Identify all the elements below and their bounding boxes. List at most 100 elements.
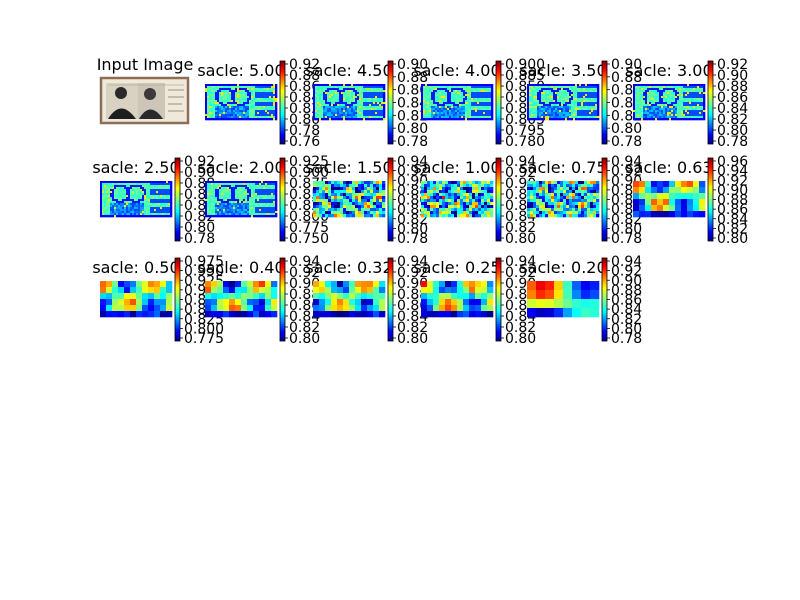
colorbar-tick-label: 0.92 [717, 57, 748, 73]
colorbar-tick-label: 0.80 [717, 123, 748, 139]
panel-title: sacle: 1.00 [413, 158, 500, 177]
heatmap-panel: sacle: 5.00 0.920.880.860.840.820.800.780… [197, 57, 320, 150]
colorbar-tick-label: 0.86 [611, 293, 642, 309]
heatmap-image [205, 84, 278, 121]
colorbar-tick-label: 0.78 [289, 123, 320, 139]
colorbar-tick-label: 0.80 [505, 231, 536, 247]
colorbar-tick-label: 0.84 [611, 302, 642, 318]
panel-title: sacle: 0.20 [519, 258, 606, 277]
colorbar-tick-label: 0.94 [611, 154, 642, 170]
colorbar-tick-label: 0.94 [397, 154, 428, 170]
panel-title: sacle: 0.32 [305, 258, 392, 277]
colorbar-tick-label: 0.92 [611, 264, 642, 280]
colorbar-tick-label: 0.88 [289, 68, 320, 84]
colorbar-tick-label: 0.94 [397, 254, 428, 270]
colorbar-tick-label: 0.86 [397, 83, 428, 99]
panel-title: sacle: 1.50 [305, 158, 392, 177]
colorbar-tick-label: 0.80 [289, 331, 320, 347]
colorbar-tick-label: 0.94 [505, 154, 536, 170]
panel-title: sacle: 3.50 [519, 61, 606, 80]
colorbar-tick-label: 0.900 [505, 57, 545, 73]
heatmap-image [313, 181, 386, 218]
heatmap-image [313, 84, 386, 121]
colorbar-tick-label: 0.82 [611, 312, 642, 328]
colorbar-tick-label: 0.82 [289, 101, 320, 117]
colorbar-tick-label: 0.900 [289, 165, 329, 181]
panel-title: sacle: 0.50 [92, 258, 179, 277]
colorbar-tick-label: 0.80 [397, 331, 428, 347]
colorbar-tick-label: 0.80 [611, 121, 642, 137]
colorbar-tick-label: 0.94 [289, 254, 320, 270]
colorbar-tick-label: 0.80 [397, 221, 428, 237]
panel-title: sacle: 4.00 [413, 61, 500, 80]
colorbar-tick-label: 0.78 [397, 134, 428, 150]
colorbar-tick-label: 0.975 [184, 254, 224, 270]
colorbar-tick-label: 0.795 [505, 123, 545, 139]
colorbar-tick-label: 0.84 [397, 202, 428, 218]
colorbar-tick-label: 0.92 [505, 165, 536, 181]
colorbar-tick-label: 0.92 [505, 265, 536, 281]
colorbar-tick-label: 0.90 [611, 57, 642, 73]
colorbar: 0.940.920.900.880.860.840.820.80 [387, 254, 428, 347]
colorbar: 0.960.940.920.900.880.860.840.820.80 [707, 154, 748, 247]
colorbar-tick-label: 0.80 [289, 112, 320, 128]
heatmap-panel: sacle: 0.25 0.940.920.900.880.860.840.820… [413, 254, 536, 347]
colorbar-tick-label: 0.90 [397, 173, 428, 189]
heatmap-image [633, 84, 706, 121]
colorbar-tick-label: 0.90 [397, 57, 428, 73]
colorbar-tick-label: 0.775 [289, 220, 329, 236]
colorbar-tick-label: 0.88 [717, 193, 748, 209]
heatmap-image [421, 281, 494, 318]
colorbar-tick-label: 0.780 [505, 134, 545, 150]
colorbar-tick-label: 0.90 [184, 165, 215, 181]
input-image [99, 76, 190, 125]
colorbar-tick-label: 0.750 [289, 231, 329, 247]
colorbar-tick-label: 0.92 [611, 164, 642, 180]
colorbar-tick-label: 0.82 [505, 220, 536, 236]
colorbar-tick-label: 0.86 [717, 90, 748, 106]
colorbar-tick-label: 0.88 [397, 70, 428, 86]
colorbar-tick-label: 0.90 [717, 68, 748, 84]
heatmap-image [527, 181, 600, 218]
heatmap-image [205, 281, 278, 318]
colorbar: 0.940.920.900.880.860.840.820.80 [495, 254, 536, 347]
heatmap-image [421, 181, 494, 218]
heatmap-panel: sacle: 2.50 0.920.900.880.860.840.820.800… [92, 154, 215, 247]
heatmap-panel: sacle: 0.32 0.940.920.900.880.860.840.820… [305, 254, 428, 347]
colorbar-tick-label: 0.76 [289, 134, 320, 150]
colorbar-tick-label: 0.950 [184, 264, 224, 280]
heatmap-image [527, 281, 600, 318]
input-image-panel: Input Image [97, 55, 193, 125]
colorbar-tick-label: 0.94 [717, 164, 748, 180]
colorbar-tick-label: 0.800 [184, 321, 224, 337]
heatmap-image [313, 281, 386, 318]
heatmap-image [527, 84, 600, 121]
colorbar-tick-label: 0.84 [289, 309, 320, 325]
heatmap-panel: sacle: 0.63 0.960.940.920.900.880.860.840… [625, 154, 748, 247]
colorbar-tick-label: 0.88 [289, 287, 320, 303]
colorbar: 0.900.880.860.840.820.800.78 [387, 57, 428, 150]
colorbar-tick-label: 0.84 [397, 96, 428, 112]
colorbar-tick-label: 0.84 [717, 212, 748, 228]
colorbar-tick-label: 0.82 [717, 221, 748, 237]
colorbar-tick-label: 0.78 [184, 231, 215, 247]
heatmap-panel: sacle: 0.50 0.9750.9500.9250.9000.8750.85… [92, 254, 224, 347]
colorbar-tick-label: 0.90 [289, 276, 320, 292]
colorbar-tick-label: 0.90 [611, 273, 642, 289]
heatmap-panel: sacle: 3.00 0.920.900.880.860.840.820.800… [625, 57, 748, 150]
heatmap-panel: sacle: 0.40 0.940.920.900.880.860.840.820… [197, 254, 320, 347]
colorbar-tick-label: 0.775 [184, 331, 224, 347]
colorbar: 0.940.920.900.880.860.840.820.80 [279, 254, 320, 347]
colorbar-tick-label: 0.82 [505, 320, 536, 336]
panel-title: sacle: 2.50 [92, 158, 179, 177]
colorbar-tick-label: 0.88 [397, 287, 428, 303]
colorbar-tick-label: 0.80 [611, 321, 642, 337]
heatmap-image [100, 181, 173, 218]
panel-title: sacle: 0.63 [625, 158, 712, 177]
colorbar-tick-label: 0.88 [717, 79, 748, 95]
colorbar: 0.920.880.860.840.820.800.780.76 [279, 57, 320, 150]
colorbar-tick-label: 0.80 [505, 331, 536, 347]
colorbar-tick-label: 0.92 [397, 164, 428, 180]
panel-title: sacle: 4.50 [305, 61, 392, 80]
